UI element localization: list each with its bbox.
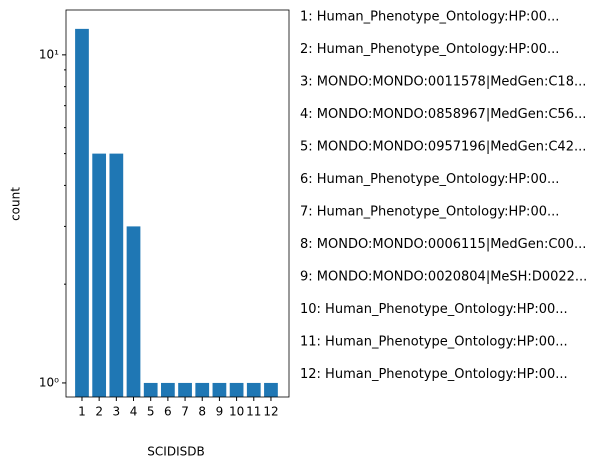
bar — [75, 28, 89, 397]
bar — [246, 382, 261, 397]
x-tick-label: 12 — [263, 405, 278, 419]
legend-label: 1: Human_Phenotype_Ontology:HP:00... — [300, 10, 559, 25]
x-tick-label: 8 — [198, 405, 206, 419]
legend-label: 7: Human_Phenotype_Ontology:HP:00... — [300, 205, 559, 220]
bar — [178, 382, 192, 397]
x-tick-label: 1 — [78, 405, 86, 419]
y-tick-label: 10⁰ — [39, 375, 59, 389]
x-tick-label: 3 — [113, 405, 121, 419]
bar — [229, 382, 244, 397]
x-tick-label: 10 — [229, 405, 244, 419]
x-tick-label: 7 — [181, 405, 189, 419]
bar — [161, 382, 175, 397]
x-tick-label: 9 — [216, 405, 224, 419]
bar — [126, 226, 141, 397]
legend-label: 6: Human_Phenotype_Ontology:HP:00... — [300, 172, 559, 187]
x-tick-label: 6 — [164, 405, 172, 419]
x-tick-label: 4 — [130, 405, 138, 419]
legend-label: 11: Human_Phenotype_Ontology:HP:00... — [300, 335, 568, 350]
legend-label: 12: Human_Phenotype_Ontology:HP:00... — [300, 367, 568, 382]
legend-label: 3: MONDO:MONDO:0011578|MedGen:C18... — [300, 75, 586, 90]
plot-frame — [65, 9, 290, 398]
legend-label: 5: MONDO:MONDO:0957196|MedGen:C42... — [300, 140, 586, 155]
legend-label: 10: Human_Phenotype_Ontology:HP:00... — [300, 302, 568, 317]
legend-label: 2: Human_Phenotype_Ontology:HP:00... — [300, 42, 559, 57]
y-tick-label: 10¹ — [39, 47, 59, 61]
bar — [264, 382, 278, 397]
x-tick-label: 2 — [95, 405, 103, 419]
x-tick-label: 5 — [147, 405, 155, 419]
x-tick-label: 11 — [246, 405, 261, 419]
bar — [143, 382, 158, 397]
bar — [212, 382, 227, 397]
legend-label: 4: MONDO:MONDO:0858967|MedGen:C56... — [300, 107, 586, 122]
bar — [195, 382, 210, 397]
y-axis-label: count — [9, 187, 23, 221]
legend-label: 9: MONDO:MONDO:0020804|MeSH:D0022... — [300, 270, 587, 285]
bar — [109, 153, 124, 397]
x-axis-label: SCIDISDB — [147, 445, 204, 459]
bar — [92, 153, 107, 397]
legend-label: 8: MONDO:MONDO:0006115|MedGen:C00... — [300, 237, 586, 252]
